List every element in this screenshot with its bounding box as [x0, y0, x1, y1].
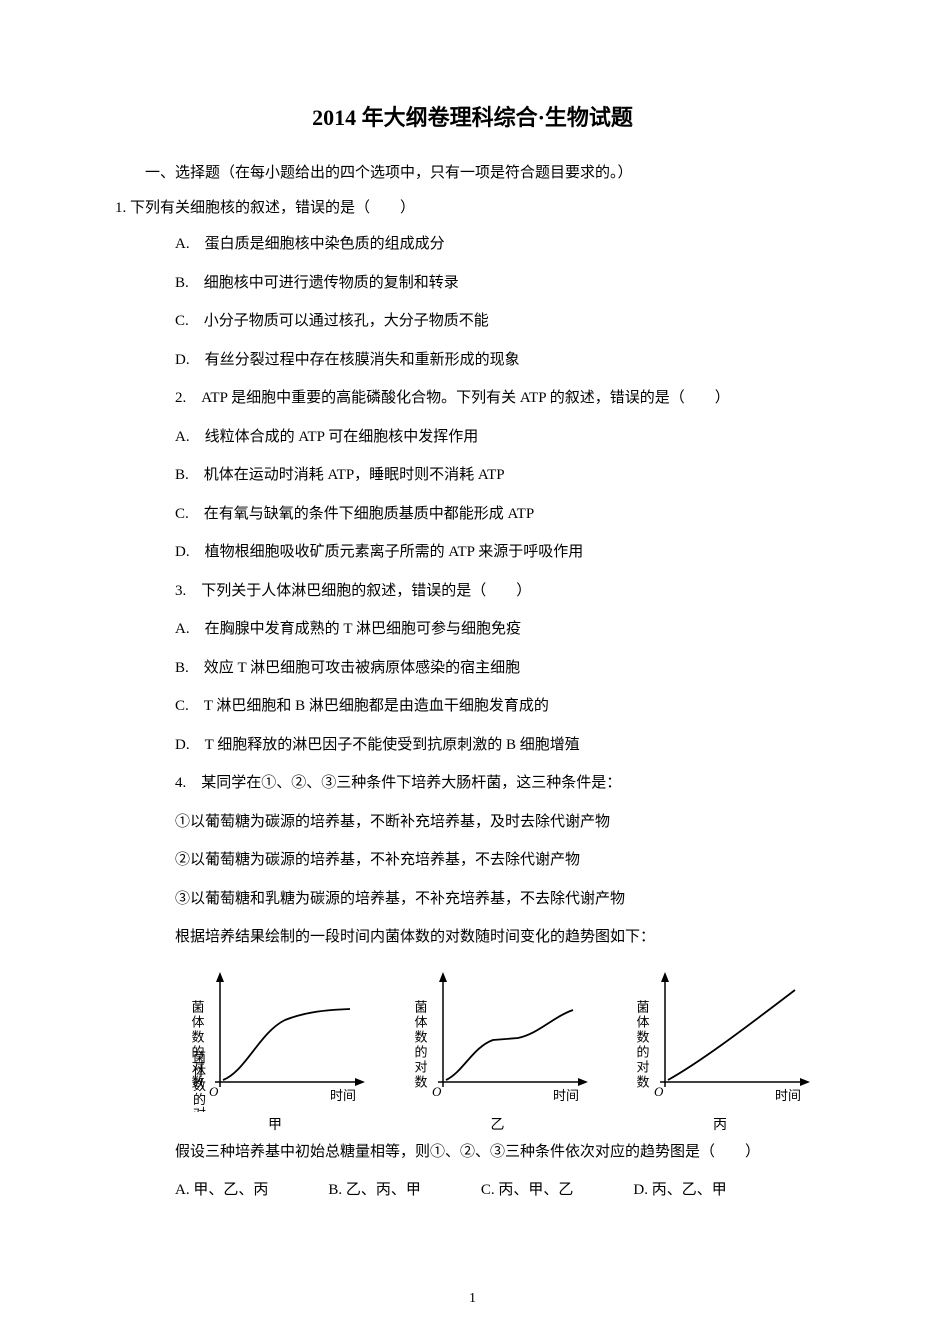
q3-option-b: B. 效应 T 淋巴细胞可攻击被病原体感染的宿主细胞	[115, 654, 830, 683]
chart-c-origin: O	[654, 1084, 664, 1099]
chart-c-svg: 菌体数的对数 O 时间	[620, 962, 820, 1112]
q1-option-a: A. 蛋白质是细胞核中染色质的组成成分	[115, 230, 830, 259]
page-number: 1	[469, 1291, 476, 1307]
q4-final: 假设三种培养基中初始总糖量相等，则①、②、③三种条件依次对应的趋势图是（ ）	[115, 1138, 830, 1167]
charts-container: 菌体数的对数 菌体数的对数 O 时间 甲 菌体数的对数 O 时间 乙	[115, 962, 830, 1134]
chart-c-ylabel-v: 菌体数的对数	[635, 1000, 650, 1090]
chart-a-box: 菌体数的对数 菌体数的对数 O 时间 甲	[175, 962, 375, 1134]
q4-option-a: A. 甲、乙、丙	[175, 1176, 268, 1205]
q1-option-c: C. 小分子物质可以通过核孔，大分子物质不能	[115, 307, 830, 336]
q2-option-a: A. 线粒体合成的 ATP 可在细胞核中发挥作用	[115, 423, 830, 452]
q4-condition-2: ②以葡萄糖为碳源的培养基，不补充培养基，不去除代谢产物	[115, 846, 830, 875]
q3-option-a: A. 在胸腺中发育成熟的 T 淋巴细胞可参与细胞免疫	[115, 615, 830, 644]
chart-b-svg: 菌体数的对数 O 时间	[398, 962, 598, 1112]
chart-b-ylabel-v: 菌体数的对数	[412, 1000, 427, 1090]
q4-option-b: B. 乙、丙、甲	[328, 1176, 421, 1205]
chart-b-xlabel: 时间	[553, 1088, 579, 1103]
q1-option-b: B. 细胞核中可进行遗传物质的复制和转录	[115, 269, 830, 298]
q2-option-b: B. 机体在运动时消耗 ATP，睡眠时则不消耗 ATP	[115, 461, 830, 490]
q2-stem: 2. ATP 是细胞中重要的高能磷酸化合物。下列有关 ATP 的叙述，错误的是（…	[115, 384, 830, 413]
chart-b-label: 乙	[491, 1114, 505, 1134]
q2-option-c: C. 在有氧与缺氧的条件下细胞质基质中都能形成 ATP	[115, 500, 830, 529]
chart-c-label: 丙	[713, 1114, 727, 1134]
chart-b-box: 菌体数的对数 O 时间 乙	[398, 962, 598, 1134]
chart-a-label: 甲	[268, 1114, 282, 1134]
chart-b-origin: O	[432, 1084, 442, 1099]
chart-a-curve	[223, 1009, 350, 1080]
chart-c-curve	[668, 990, 795, 1080]
q4-option-c: C. 丙、甲、乙	[481, 1176, 574, 1205]
chart-a-origin: O	[209, 1084, 219, 1099]
section-header: 一、选择题（在每小题给出的四个选项中，只有一项是符合题目要求的。）	[115, 160, 830, 187]
q2-option-d: D. 植物根细胞吸收矿质元素离子所需的 ATP 来源于呼吸作用	[115, 538, 830, 567]
q4-options: A. 甲、乙、丙 B. 乙、丙、甲 C. 丙、甲、乙 D. 丙、乙、甲	[115, 1176, 830, 1205]
chart-a-xlabel: 时间	[330, 1088, 356, 1103]
chart-a-svg: 菌体数的对数 菌体数的对数 O 时间	[175, 962, 375, 1112]
q3-option-d: D. T 细胞释放的淋巴因子不能使受到抗原刺激的 B 细胞增殖	[115, 731, 830, 760]
q4-description: 根据培养结果绘制的一段时间内菌体数的对数随时间变化的趋势图如下：	[115, 923, 830, 952]
q1-stem: 1. 下列有关细胞核的叙述，错误的是（ ）	[115, 195, 830, 222]
q4-condition-3: ③以葡萄糖和乳糖为碳源的培养基，不补充培养基，不去除代谢产物	[115, 885, 830, 914]
q4-stem: 4. 某同学在①、②、③三种条件下培养大肠杆菌，这三种条件是：	[115, 769, 830, 798]
chart-c-box: 菌体数的对数 O 时间 丙	[620, 962, 820, 1134]
chart-b-curve	[446, 1010, 573, 1080]
q4-condition-1: ①以葡萄糖为碳源的培养基，不断补充培养基，及时去除代谢产物	[115, 808, 830, 837]
q3-option-c: C. T 淋巴细胞和 B 淋巴细胞都是由造血干细胞发育成的	[115, 692, 830, 721]
page-title: 2014 年大纲卷理科综合·生物试题	[115, 100, 830, 132]
q4-option-d: D. 丙、乙、甲	[633, 1176, 726, 1205]
chart-a-ylabel-v: 菌体数的对数	[190, 1000, 205, 1090]
chart-c-xlabel: 时间	[775, 1088, 801, 1103]
q1-option-d: D. 有丝分裂过程中存在核膜消失和重新形成的现象	[115, 346, 830, 375]
q3-stem: 3. 下列关于人体淋巴细胞的叙述，错误的是（ ）	[115, 577, 830, 606]
